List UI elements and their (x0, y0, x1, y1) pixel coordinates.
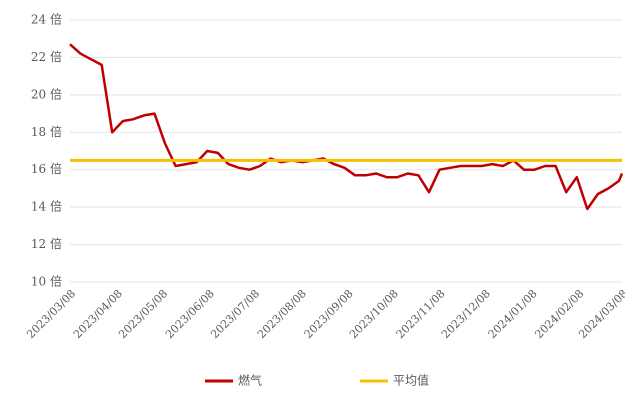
y-tick-label: 12 倍 (31, 236, 62, 251)
legend-label: 平均值 (393, 373, 429, 388)
y-tick-label: 14 倍 (31, 199, 62, 214)
x-tick-label: 2023/10/08 (347, 287, 401, 341)
y-tick-label: 18 倍 (31, 124, 62, 139)
x-tick-label: 2023/03/08 (24, 287, 78, 341)
y-tick-label: 10 倍 (31, 274, 62, 289)
y-tick-label: 22 倍 (31, 49, 62, 64)
y-tick-label: 16 倍 (31, 161, 62, 176)
x-tick-label: 2023/12/08 (439, 287, 493, 341)
x-tick-label: 2023/07/08 (208, 287, 262, 341)
y-tick-label: 24 倍 (31, 12, 62, 27)
legend-label: 燃气 (238, 373, 262, 388)
x-tick-label: 2023/05/08 (116, 287, 170, 341)
x-tick-label: 2024/01/08 (486, 287, 540, 341)
line-series (69, 43, 624, 211)
y-tick-label: 20 倍 (31, 86, 62, 101)
x-tick-label: 2023/08/08 (255, 287, 309, 341)
